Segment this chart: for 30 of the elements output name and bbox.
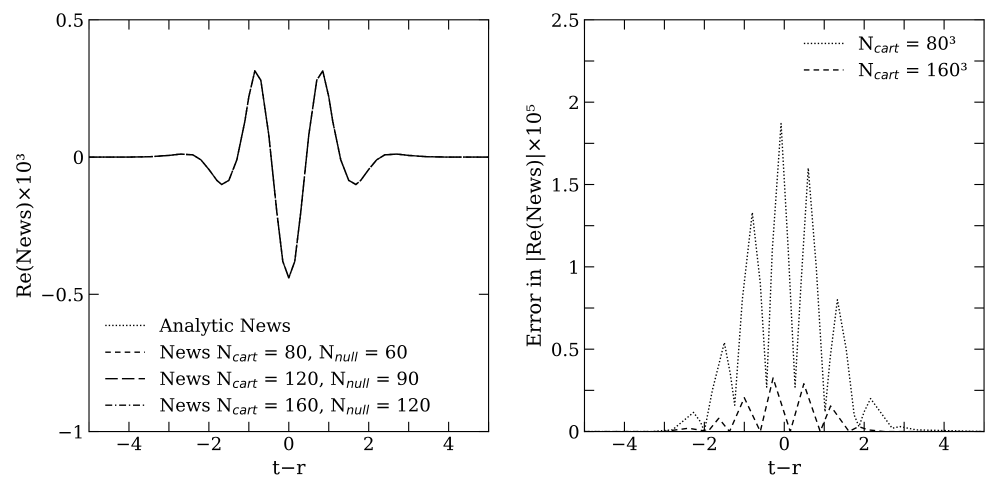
x-tick-label: 4 [443,436,454,450]
y-tick-label: 0.5 [56,13,83,27]
y-tick-label: 0 [569,424,578,439]
x-tick-label: 0 [284,436,294,450]
y-tick-label: 1 [570,260,578,274]
y-tick-label: −1 [59,424,82,438]
legend-label: N$_{cart}$ = 160³ [858,62,967,80]
y-tick-label: 0.5 [552,342,578,356]
legend-label: N$_{cart}$ = 80³ [858,36,956,53]
y-tick-label: 0 [74,150,83,164]
x-tick-label: 0 [780,436,789,450]
legend-label: News N$_{cart}$ = 80, N$_{null}$ = 60 [160,344,407,362]
x-axis-title: t−r [768,460,801,474]
x-tick-label: 2 [364,436,373,450]
x-axis-title: t−r [272,460,306,474]
y-axis-title: Re(News)×10³ [16,154,34,298]
legend-label: Analytic News [159,318,290,336]
x-tick-label: −2 [692,436,716,450]
y-tick-label: 1.5 [553,178,578,192]
x-tick-label: −2 [197,436,220,450]
y-tick-label: 2 [569,96,578,110]
y-tick-label: 2.5 [552,13,578,27]
y-tick-label: −0.5 [42,288,83,302]
y-axis-title: Error in |Re(News)|×10⁵ [526,104,546,346]
legend-label: News N$_{cart}$ = 160, N$_{null}$ = 120 [160,398,430,415]
x-tick-label: −4 [613,436,637,450]
x-tick-label: 2 [860,436,868,450]
legend-label: News N$_{cart}$ = 120, N$_{null}$ = 90 [160,371,418,388]
x-tick-label: 4 [938,436,949,450]
x-tick-label: −4 [118,436,142,450]
